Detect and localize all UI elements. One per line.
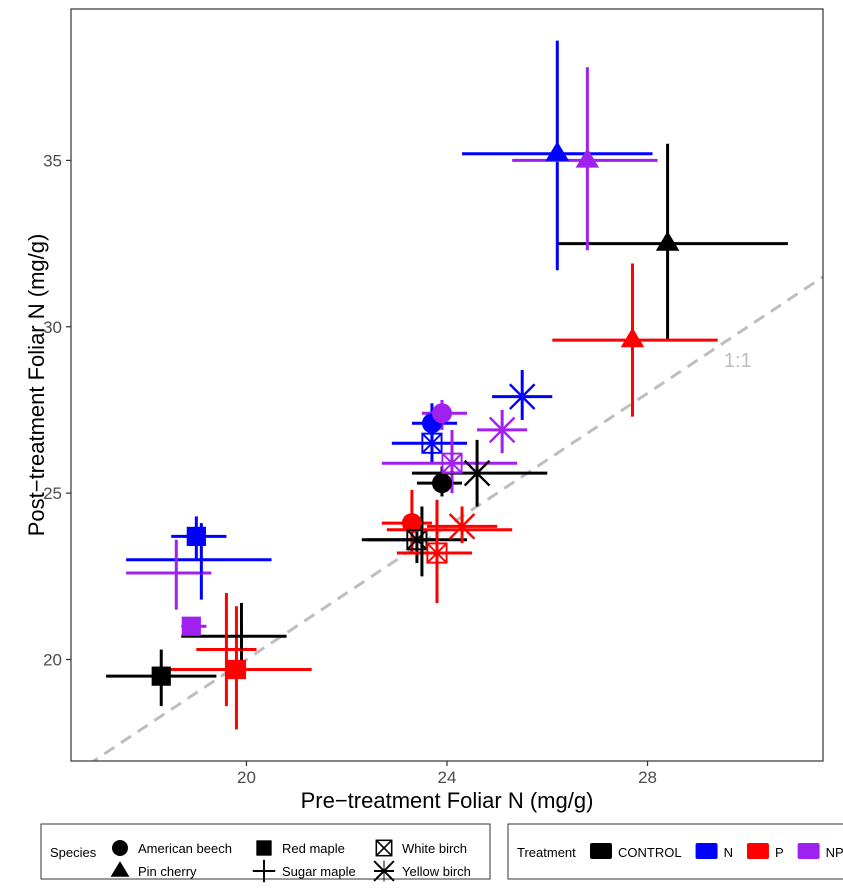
species-legend-key-pin-cherry: [110, 861, 130, 877]
treatment-legend-title: Treatment: [517, 845, 576, 860]
y-axis-title: Post−treatment Foliar N (mg/g): [24, 234, 49, 537]
plot-area: [90, 40, 823, 761]
species-legend-key-white-birch: [375, 839, 393, 857]
point-red-maple-np: [181, 616, 201, 636]
point-pin-cherry-n: [545, 141, 570, 161]
point-sugar-maple-n: [187, 545, 216, 574]
point-pin-cherry-control: [655, 231, 680, 251]
species-legend-key-red-maple: [256, 840, 272, 856]
point-sugar-maple-control: [227, 622, 256, 651]
point-american-beech-control: [431, 473, 452, 494]
point-red-maple-n: [186, 526, 206, 546]
point-pin-cherry-np: [575, 147, 600, 168]
point-white-birch-n: [421, 432, 443, 454]
species-legend-label-pin-cherry: Pin cherry: [138, 864, 197, 879]
species-legend-label-white-birch: White birch: [402, 841, 467, 856]
treatment-legend-key-np: [797, 843, 820, 859]
treatment-legend-label-p: P: [775, 845, 784, 860]
reference-line-1to1: [90, 275, 823, 761]
species-legend-title: Species: [50, 845, 97, 860]
treatment-legend-key-p: [746, 843, 769, 859]
treatment-legend-key-n: [695, 843, 718, 859]
axes: 1:1 20 24 28 20 25 30 35: [43, 151, 752, 787]
treatment-legend-key-control: [590, 843, 612, 859]
y-tick-label-30: 30: [43, 318, 62, 337]
point-sugar-maple-p: [212, 635, 241, 664]
species-legend-label-american-beech: American beech: [138, 841, 232, 856]
point-american-beech-np: [431, 403, 452, 424]
y-tick-label-20: 20: [43, 651, 62, 670]
y-tick-label-25: 25: [43, 484, 62, 503]
x-tick-label-24: 24: [438, 768, 457, 787]
species-legend-label-yellow-birch: Yellow birch: [402, 864, 471, 879]
point-sugar-maple-np: [162, 559, 191, 587]
species-legend: Species American beech Pin cherry Red mapl…: [40, 823, 491, 883]
point-red-maple-control: [151, 666, 171, 686]
x-tick-label-20: 20: [237, 768, 256, 787]
x-axis-title: Pre−treatment Foliar N (mg/g): [301, 788, 594, 813]
point-red-maple-p: [226, 659, 247, 680]
species-legend-label-sugar-maple: Sugar maple: [282, 864, 356, 879]
point-pin-cherry-p: [620, 327, 645, 348]
point-yellow-birch-control: [463, 459, 491, 487]
point-yellow-birch-n: [508, 383, 536, 410]
treatment-legend-label-control: CONTROL: [618, 845, 682, 860]
point-yellow-birch-np: [488, 416, 516, 444]
treatment-legend-box: [507, 823, 843, 880]
x-tick-label-28: 28: [638, 768, 657, 787]
species-legend-key-sugar-maple: [252, 859, 276, 883]
point-sugar-maple-p: [422, 515, 451, 544]
point-white-birch-np: [441, 452, 463, 474]
treatment-legend-label-np: NP: [826, 845, 843, 860]
plot-background: [71, 9, 823, 761]
point-yellow-birch-p: [448, 513, 476, 540]
species-legend-label-red-maple: Red maple: [282, 841, 345, 856]
species-legend-key-yellow-birch: [373, 860, 395, 882]
y-tick-label-35: 35: [43, 151, 62, 170]
reference-line-label: 1:1: [724, 350, 752, 372]
treatment-legend-label-n: N: [724, 845, 733, 860]
species-legend-key-american-beech: [112, 840, 128, 856]
point-american-beech-p: [401, 513, 422, 534]
point-sugar-maple-control: [407, 525, 436, 554]
treatment-legend: Treatment CONTROL N P NP: [507, 823, 843, 880]
